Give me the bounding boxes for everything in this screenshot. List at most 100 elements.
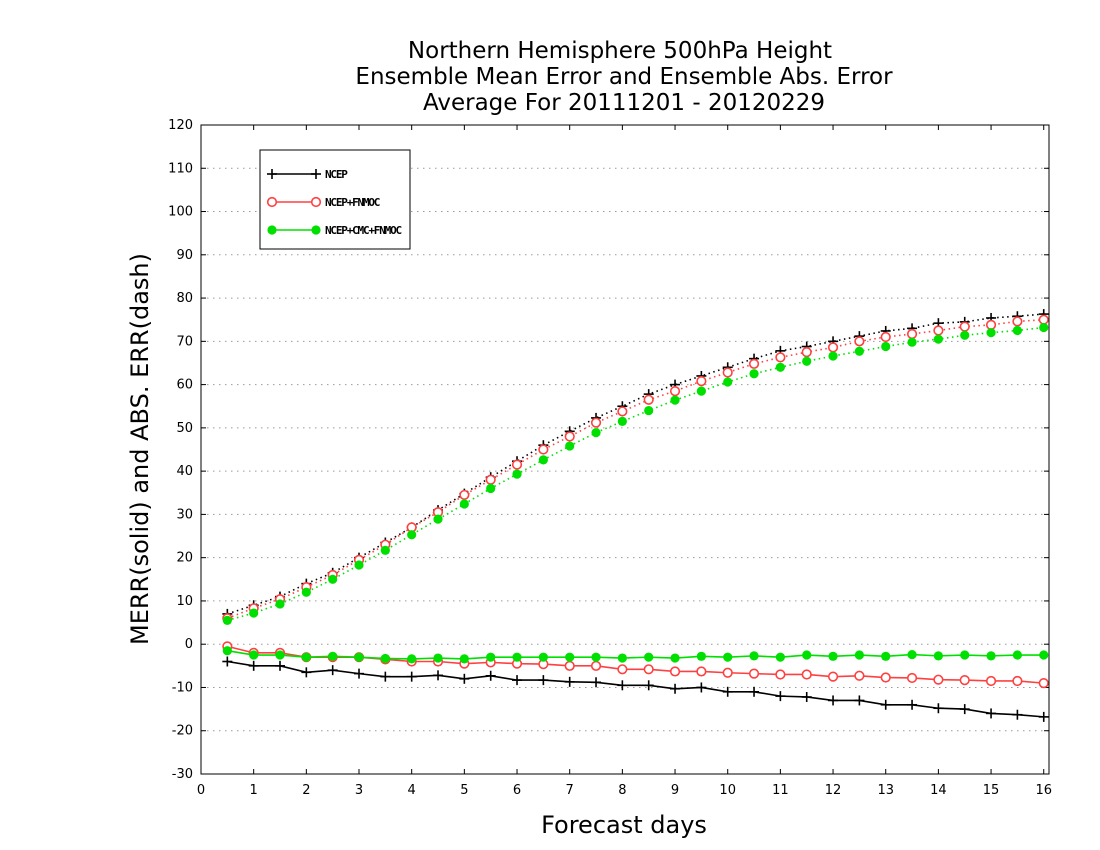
merr-point [828,651,838,661]
merr-point [881,651,891,661]
series-ncep-cmc-fnmoc [222,322,1049,664]
y-tick-label: 80 [176,291,193,306]
abs-err-point [907,337,917,347]
merr-point [590,660,602,671]
merr-point [907,649,917,660]
x-tick-label: 8 [618,783,626,798]
abs-err-point [354,560,364,570]
abs-err-point [591,428,601,438]
merr-point [986,651,996,661]
merr-point [959,675,970,686]
merr-point [854,695,865,706]
abs-err-point [986,328,996,338]
merr-point [696,682,707,693]
merr-point [1039,650,1049,660]
grid-lines [201,167,1049,732]
series-layer [222,309,1049,722]
x-tick-label: 3 [355,783,363,798]
series-ncep-fnmoc [222,314,1049,689]
merr-point [1012,675,1023,687]
merr-point [723,652,733,662]
abs-err-point [748,358,760,369]
y-tick-label: 110 [168,161,193,176]
merr-point [670,683,681,694]
y-tick-label: 70 [176,334,193,349]
legend-marker [310,196,322,208]
legend-item-ncep-fnmoc: NCEP+FNMOC [266,196,381,209]
merr-point [275,650,285,660]
y-tick-label: -30 [172,767,193,782]
x-tick-label: 15 [983,783,1000,798]
merr-point [1012,709,1023,720]
merr-point [880,672,891,683]
x-tick-label: 6 [513,783,521,798]
abs-err-point [643,394,654,405]
y-tick-label: 20 [176,551,193,566]
abs-err-point [985,319,997,330]
x-tick-label: 4 [408,783,416,798]
abs-err-point [249,608,259,618]
merr-point [617,664,628,675]
abs-err-point [749,369,759,379]
abs-err-point [538,455,548,465]
abs-err-point [802,356,812,366]
merr-point [617,653,627,663]
merr-point [565,652,575,662]
merr-point [643,680,654,691]
abs-err-point [564,431,575,442]
abs-err-point [775,352,786,363]
abs-err-point [670,395,680,405]
abs-err-point [380,545,390,555]
chart-title-line-3: Average For 20111201 - 20120229 [423,90,825,116]
abs-err-point [459,489,470,501]
abs-err-point [696,386,706,396]
merr-point [538,675,549,686]
y-tick-label: 10 [176,594,193,609]
merr-point [222,646,232,656]
merr-point [643,664,654,675]
legend-marker [311,169,321,179]
abs-err-point [959,321,970,332]
merr-point [749,651,759,661]
abs-err-point [775,362,785,372]
y-tick-label: 50 [176,421,193,436]
merr-point [802,650,812,660]
abs-err-point [827,342,839,353]
y-axis-label: MERR(solid) and ABS. ERR(dash) [126,253,154,645]
merr-point [775,669,786,680]
x-tick-label: 9 [671,783,679,798]
abs-err-point [617,406,628,417]
merr-point [564,676,575,687]
abs-err-point [1039,322,1049,333]
abs-err-point [801,347,812,358]
merr-point [617,680,628,691]
abs-err-point [722,367,733,378]
abs-err-point [1012,316,1023,327]
x-tick-label: 1 [250,783,258,798]
merr-line [227,645,1044,684]
abs-err-point [854,336,865,347]
merr-point [538,652,548,662]
x-tick-label: 11 [772,783,789,798]
x-tick-label: 7 [566,783,574,798]
merr-point [222,656,233,667]
merr-point [1038,711,1049,722]
legend-box [259,149,411,250]
merr-point [722,686,733,697]
merr-point [591,677,602,688]
merr-point [696,651,706,661]
legend-label: NCEP+FNMOC [325,196,380,209]
merr-point [380,653,390,664]
abs-err-point [880,331,891,343]
x-axis-label: Forecast days [541,811,707,839]
x-tick-label: 12 [825,783,842,798]
merr-point [986,708,997,719]
abs-err-point [1012,325,1022,336]
legend-marker [267,225,277,235]
legend-item-ncep: NCEP [267,168,349,181]
merr-point [327,665,338,676]
y-tick-label: 120 [168,118,193,133]
merr-point [380,671,391,682]
merr-point [907,699,918,710]
merr-point [512,675,523,686]
